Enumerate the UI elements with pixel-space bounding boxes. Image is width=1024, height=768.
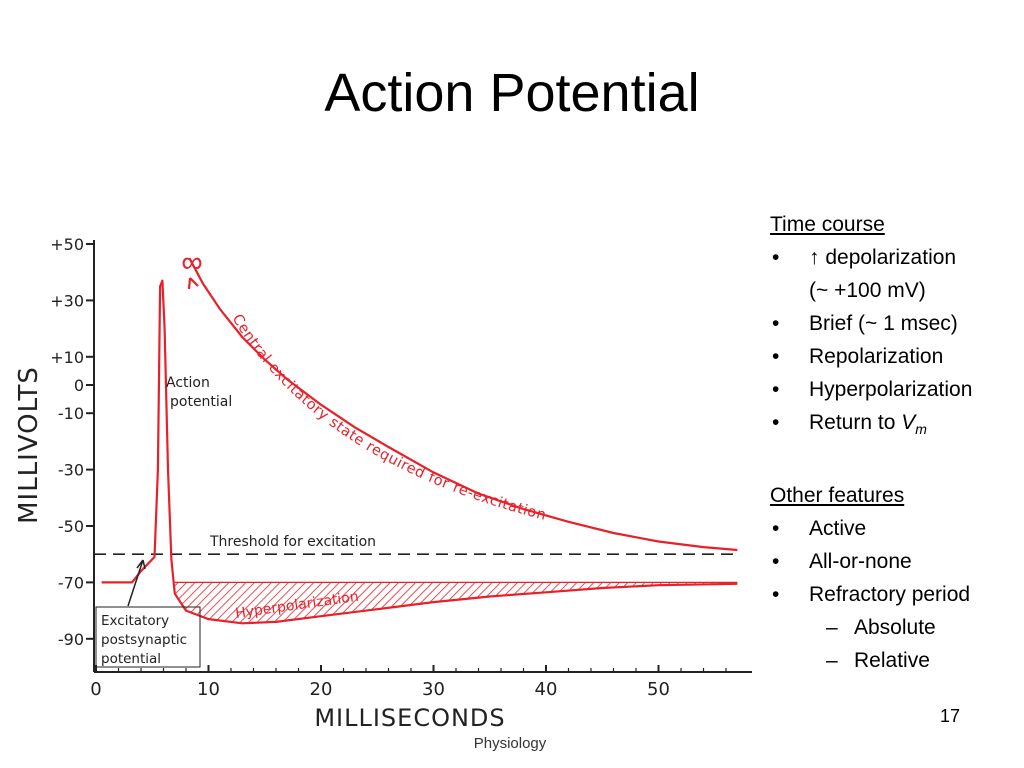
epsp-label: Excitatory postsynaptic potential	[101, 613, 187, 667]
y-axis-label: MILLIVOLTS	[14, 366, 44, 524]
membrane-potential-trace	[101, 279, 738, 625]
notes-panel: Time course ↑ depolarization (~ +100 mV)…	[770, 208, 1020, 677]
excitatory-state-label: Central excitatory state required for re…	[229, 312, 548, 524]
sub-relative: Relative	[770, 644, 1020, 677]
bullet-depolarization: ↑ depolarization (~ +100 mV)	[770, 241, 1020, 307]
x-tick-label: 30	[422, 679, 445, 700]
excitatory-state-arrowhead	[187, 277, 199, 290]
epsp-label-frame	[95, 606, 201, 668]
infinity-symbol: ∞	[181, 246, 202, 279]
x-tick-label: 40	[535, 679, 558, 700]
y-tick-label: -30	[58, 461, 84, 480]
x-tick-label: 10	[197, 679, 220, 700]
bullet-return: Return to Vm	[770, 406, 1020, 446]
bullet-brief: Brief (~ 1 msec)	[770, 307, 1020, 340]
bullet-all-or-none: All-or-none	[770, 545, 1020, 578]
time-course-heading: Time course	[770, 213, 885, 236]
threshold-label: Threshold for excitation	[209, 534, 376, 550]
x-tick-label: 20	[310, 679, 333, 700]
bullet-repolarization: Repolarization	[770, 340, 1020, 373]
bullet-active: Active	[770, 512, 1020, 545]
y-tick-label: +10	[50, 348, 84, 367]
y-tick-label: +50	[50, 235, 84, 254]
epsp-arrow	[127, 559, 146, 607]
page-number: 17	[940, 706, 961, 726]
action-potential-label: Action potential	[166, 375, 232, 410]
excitatory-state-curve	[188, 257, 738, 552]
hyperpolarization-area	[174, 582, 738, 624]
y-tick-label: -50	[58, 517, 84, 536]
x-tick-label: 0	[90, 679, 101, 700]
x-axis-label: MILLISECONDS	[314, 704, 505, 732]
x-tick-label: 50	[647, 679, 670, 700]
action-potential-chart: +50 +30 +10 0 -10 -30 -50 -70 -90 0 10 20 30 40 50 MI…	[14, 235, 752, 732]
sub-absolute: Absolute	[770, 611, 1020, 644]
y-tick-label: -90	[58, 630, 84, 649]
other-features-heading: Other features	[770, 484, 905, 508]
slide-title: Action Potential	[324, 63, 700, 123]
bullet-refractory: Refractory period	[770, 578, 1020, 611]
y-tick-label: -70	[58, 573, 84, 592]
y-tick-label: 0	[74, 376, 84, 395]
y-tick-label: -10	[58, 404, 84, 423]
y-tick-label: +30	[50, 291, 84, 310]
bullet-hyperpolarization: Hyperpolarization	[770, 373, 1020, 406]
footer-text: Physiology	[473, 735, 547, 752]
